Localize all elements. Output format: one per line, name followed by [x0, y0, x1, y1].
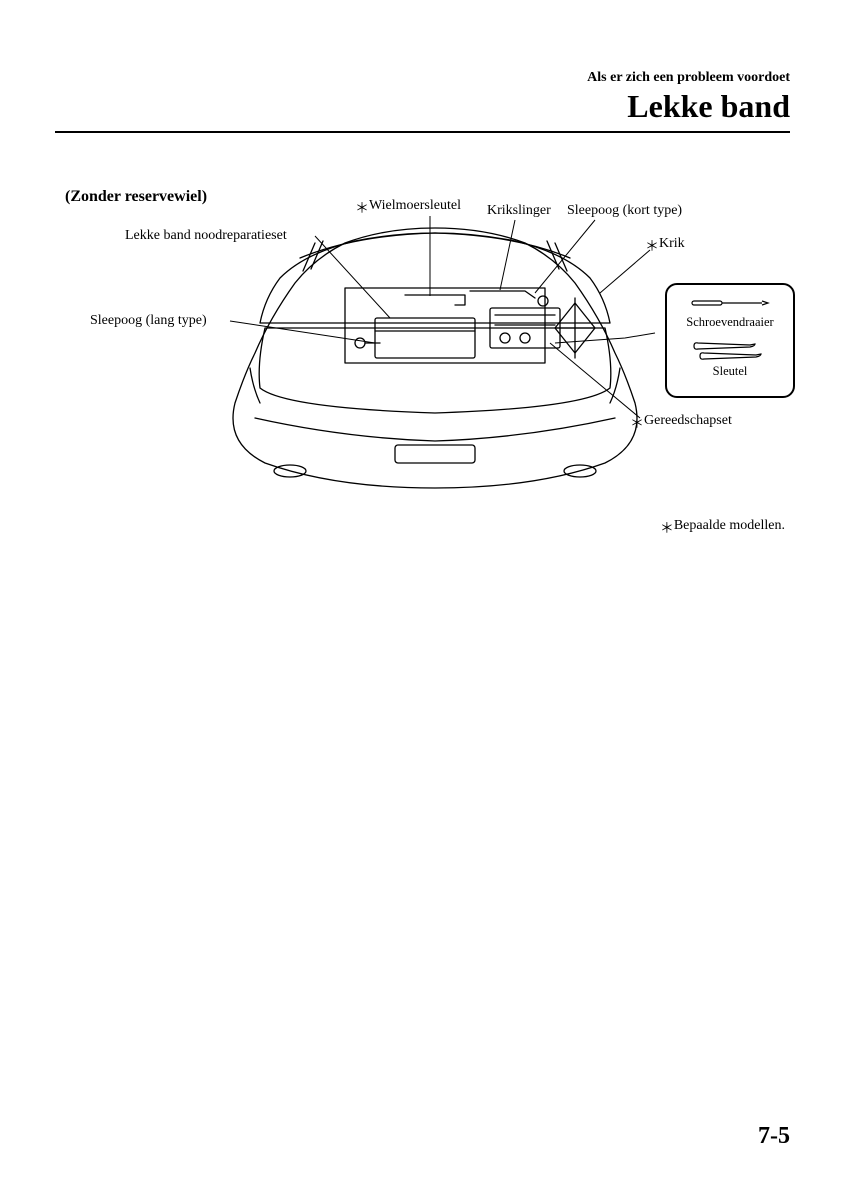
section-title: Lekke band: [55, 88, 790, 125]
star-icon: ＊: [660, 518, 674, 538]
label-text: Wielmoersleutel: [369, 198, 461, 213]
toolset-callout: Schroevendraaier Sleutel: [665, 283, 795, 398]
car-trunk-illustration: [205, 213, 665, 493]
label-sleepoog-lang: Sleepoog (lang type): [90, 313, 207, 329]
wrench-icon: [690, 338, 770, 360]
header-rule: [55, 131, 790, 133]
page-number: 7-5: [758, 1123, 790, 1150]
diagram-area: (Zonder reservewiel) ＊Wielmoersleutel Kr…: [55, 188, 790, 568]
callout-label-wrench: Sleutel: [671, 364, 789, 379]
page-header: Als er zich een probleem voordoet Lekke …: [55, 70, 790, 133]
manual-page: Als er zich een probleem voordoet Lekke …: [0, 0, 845, 1200]
chapter-title: Als er zich een probleem voordoet: [55, 70, 790, 86]
footnote-text: Bepaalde modellen.: [674, 518, 785, 533]
tool-group-wrench: Sleutel: [671, 338, 789, 379]
diagram-subheading: (Zonder reservewiel): [65, 188, 207, 206]
screwdriver-icon: [690, 295, 770, 311]
tool-group-screwdriver: Schroevendraaier: [671, 295, 789, 330]
callout-label-screwdriver: Schroevendraaier: [671, 315, 789, 330]
diagram-footnote: ＊Bepaalde modellen.: [660, 518, 785, 538]
